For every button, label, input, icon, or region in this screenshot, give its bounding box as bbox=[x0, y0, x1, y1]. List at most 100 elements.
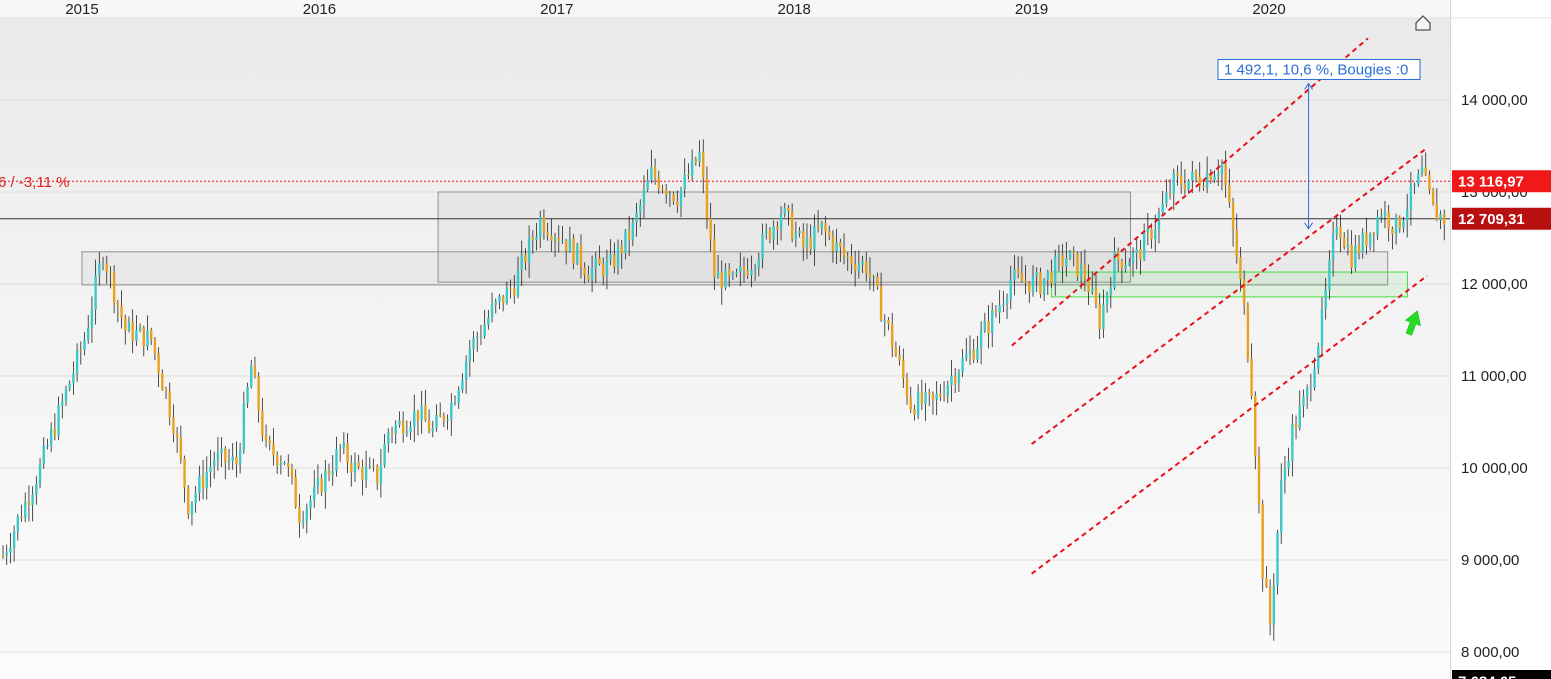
trendline[interactable] bbox=[1030, 274, 1428, 575]
home-icon[interactable] bbox=[1415, 15, 1431, 31]
candle-body-up bbox=[127, 321, 131, 331]
candle bbox=[1387, 204, 1390, 242]
candle bbox=[1128, 258, 1131, 267]
candle bbox=[1235, 213, 1238, 264]
candle-body-up bbox=[983, 320, 987, 331]
candle bbox=[909, 386, 912, 414]
candle-body-up bbox=[779, 213, 783, 229]
candle bbox=[931, 391, 935, 415]
candle bbox=[227, 448, 231, 471]
trendline[interactable] bbox=[1031, 147, 1428, 445]
candle bbox=[1324, 277, 1327, 320]
candle bbox=[224, 446, 227, 480]
candle bbox=[361, 459, 364, 496]
candle-body-down bbox=[1039, 272, 1042, 295]
candle bbox=[1272, 573, 1276, 641]
candle bbox=[765, 223, 768, 240]
candle bbox=[209, 449, 212, 488]
candle bbox=[179, 425, 183, 464]
candle-body-down bbox=[790, 211, 794, 240]
candle bbox=[961, 348, 964, 378]
candle-body-down bbox=[550, 235, 553, 241]
candle bbox=[1094, 274, 1098, 309]
candle bbox=[409, 421, 412, 440]
candle-body-down bbox=[187, 487, 190, 515]
candle bbox=[464, 355, 468, 394]
candle-body-down bbox=[579, 244, 583, 268]
candle bbox=[324, 459, 327, 509]
candle bbox=[524, 248, 527, 271]
candle bbox=[1179, 161, 1183, 194]
candle bbox=[1357, 235, 1361, 260]
candle bbox=[1231, 197, 1235, 247]
candle bbox=[105, 255, 108, 284]
candle bbox=[435, 404, 438, 432]
candle bbox=[942, 381, 946, 402]
candle bbox=[979, 321, 983, 365]
candle bbox=[150, 327, 153, 346]
candle bbox=[787, 204, 790, 226]
candle-body-up bbox=[283, 462, 286, 465]
candle bbox=[1361, 228, 1364, 259]
candle-body-down bbox=[112, 272, 116, 303]
price-tick-label: 14 000,00 bbox=[1461, 92, 1528, 109]
candle-body-down bbox=[20, 516, 23, 519]
price-tick-label: 12 000,00 bbox=[1461, 276, 1528, 293]
candle bbox=[1443, 209, 1446, 241]
candle bbox=[350, 455, 353, 487]
candle bbox=[79, 341, 83, 365]
candle bbox=[261, 397, 264, 442]
candle-body-down bbox=[116, 302, 120, 306]
candle bbox=[187, 485, 190, 520]
candle bbox=[579, 234, 583, 279]
candle bbox=[146, 315, 149, 351]
candle bbox=[172, 404, 175, 443]
candle-body-up bbox=[316, 478, 320, 487]
candle-body-down bbox=[268, 439, 271, 444]
candle bbox=[557, 225, 560, 253]
candle-body-down bbox=[824, 222, 827, 232]
candle-body-up bbox=[98, 263, 101, 276]
candle bbox=[587, 265, 590, 282]
candle bbox=[12, 525, 16, 562]
candle-body-up bbox=[1042, 279, 1046, 295]
candle-body-up bbox=[435, 414, 438, 429]
candle-body-down bbox=[572, 238, 575, 264]
measurement-label: 1 492,1, 10,6 %, Bougies :0 bbox=[1224, 61, 1408, 78]
candle bbox=[331, 455, 334, 486]
candle bbox=[768, 227, 772, 244]
candle bbox=[953, 367, 957, 394]
candle-body-up bbox=[305, 508, 309, 521]
candle-body-up bbox=[68, 383, 71, 390]
candle bbox=[1354, 234, 1357, 272]
candle-body-up bbox=[1105, 294, 1109, 305]
candle-body-up bbox=[783, 207, 786, 214]
candle-body-up bbox=[1380, 216, 1383, 218]
candle bbox=[1028, 281, 1031, 303]
candle bbox=[694, 156, 698, 166]
candle-body-up bbox=[1283, 468, 1287, 480]
candle-body-down bbox=[1443, 214, 1446, 225]
candle bbox=[794, 221, 798, 248]
candle-body-down bbox=[672, 193, 675, 202]
candle-body-up bbox=[690, 159, 694, 176]
candle-body-down bbox=[1139, 248, 1142, 260]
candle bbox=[120, 290, 123, 329]
candle bbox=[453, 395, 457, 406]
candle-body-down bbox=[909, 397, 912, 410]
candle-body-up bbox=[590, 267, 594, 280]
candle bbox=[338, 444, 342, 462]
candle bbox=[335, 436, 338, 477]
candle-body-up bbox=[446, 419, 449, 421]
candle bbox=[902, 348, 905, 388]
measurement-label-box[interactable] bbox=[1217, 58, 1421, 80]
candle bbox=[553, 232, 557, 257]
candle-body-up bbox=[394, 424, 397, 434]
candle bbox=[1398, 215, 1401, 233]
candle bbox=[294, 469, 297, 509]
candle bbox=[546, 222, 549, 241]
candle bbox=[872, 274, 875, 292]
candle-body-up bbox=[1335, 227, 1338, 235]
